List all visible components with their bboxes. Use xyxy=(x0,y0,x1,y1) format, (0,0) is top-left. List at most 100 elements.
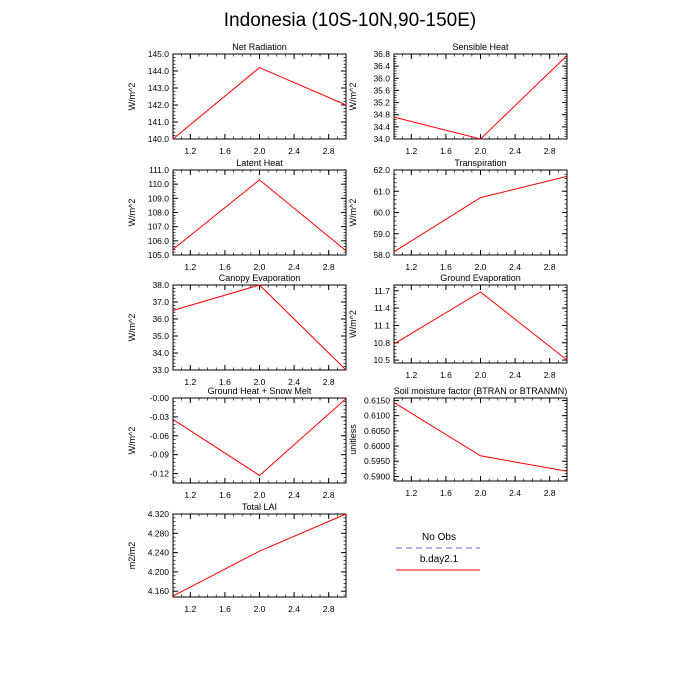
page-title: Indonesia (10S-10N,90-150E) xyxy=(223,10,477,31)
series-line-b-day2-1 xyxy=(172,398,347,477)
y-tick-label: 62.0 xyxy=(373,165,390,175)
plot-frame xyxy=(393,397,568,482)
y-tick-label: 110.0 xyxy=(148,179,169,189)
y-tick-label: 143.0 xyxy=(148,83,170,93)
y-tick-label: 35.6 xyxy=(373,85,390,95)
plot-frame xyxy=(172,53,347,140)
y-tick-label: 4.200 xyxy=(148,567,170,577)
x-tick-label: 2.8 xyxy=(544,262,556,272)
series-line-b-day2-1 xyxy=(172,284,347,371)
x-tick-label: 2.0 xyxy=(475,262,487,272)
y-tick-label: 141.0 xyxy=(148,117,170,127)
y-tick-label: 140.0 xyxy=(148,134,170,144)
x-tick-label: 2.4 xyxy=(288,262,300,272)
x-tick-label: 2.4 xyxy=(509,488,521,498)
series-line-b-day2-1 xyxy=(393,55,568,140)
plot-frame xyxy=(393,53,568,140)
x-tick-label: 2.8 xyxy=(323,490,335,500)
y-axis-label: W/m^2 xyxy=(127,314,137,342)
y-axis-label: W/m^2 xyxy=(127,199,137,227)
x-tick-label: 1.6 xyxy=(440,262,452,272)
y-tick-label: -0.00 xyxy=(150,393,170,403)
x-tick-label: 1.6 xyxy=(219,490,231,500)
y-tick-label: 35.2 xyxy=(373,98,390,108)
x-tick-label: 2.0 xyxy=(475,488,487,498)
y-tick-label: -0.03 xyxy=(150,412,170,422)
panel-title: Soil moisture factor (BTRAN or BTRANMN) xyxy=(394,386,568,396)
x-tick-label: 1.2 xyxy=(405,488,417,498)
legend: No Obs b.day2.1 xyxy=(394,530,484,580)
y-tick-label: 4.320 xyxy=(148,509,170,519)
y-axis-label: m2/m2 xyxy=(127,542,137,570)
panel-1: 1.2 1.6 2.0 2.4 2.8 140.0 141.0 142.0 143.0 144.0… xyxy=(127,42,347,156)
y-tick-label: -0.09 xyxy=(150,450,170,460)
x-tick-label: 1.2 xyxy=(184,377,196,387)
y-tick-label: 11.1 xyxy=(374,320,390,330)
y-tick-label: 105.0 xyxy=(148,250,170,260)
panel-title: Canopy Evaporation xyxy=(219,273,301,283)
panel-9: 1.2 1.6 2.0 2.4 2.8 4.160 4.200 4.240 4.280 4.320… xyxy=(127,502,347,614)
panel-title: Sensible Heat xyxy=(452,42,509,52)
x-tick-label: 1.2 xyxy=(184,146,196,156)
y-tick-label: 4.240 xyxy=(148,548,170,558)
panel-2: 1.2 1.6 2.0 2.4 2.8 34.0 34.4 34.8 35.2 35.6 36.0 3… xyxy=(348,42,568,156)
x-tick-label: 2.4 xyxy=(288,490,300,500)
y-tick-label: 11.7 xyxy=(374,286,390,296)
x-tick-label: 2.0 xyxy=(254,604,266,614)
y-tick-label: 4.160 xyxy=(148,586,170,596)
series-line-b-day2-1 xyxy=(393,402,568,472)
series-line-b-day2-1 xyxy=(393,175,568,253)
panel-title: Net Radiation xyxy=(232,42,287,52)
y-axis-label: W/m^2 xyxy=(348,199,358,227)
plot-frame xyxy=(172,513,347,598)
x-tick-label: 1.6 xyxy=(219,262,231,272)
panel-title: Transpiration xyxy=(454,158,506,168)
x-tick-label: 1.2 xyxy=(184,490,196,500)
x-tick-label: 1.2 xyxy=(184,262,196,272)
y-tick-label: 107.0 xyxy=(148,222,170,232)
x-tick-label: 1.6 xyxy=(219,604,231,614)
panel-4: 1.2 1.6 2.0 2.4 2.8 58.0 59.0 60.0 61.0 62.0 Trans… xyxy=(348,158,568,272)
y-tick-label: 145.0 xyxy=(148,49,170,59)
y-tick-label: 36.0 xyxy=(152,314,169,324)
y-tick-label: 11.4 xyxy=(374,303,390,313)
x-tick-label: 2.4 xyxy=(288,377,300,387)
y-tick-label: 37.0 xyxy=(152,297,169,307)
y-tick-label: 10.8 xyxy=(373,338,390,348)
y-tick-label: 60.0 xyxy=(373,208,390,218)
legend-label-no-obs: No Obs xyxy=(422,532,456,543)
x-tick-label: 2.0 xyxy=(254,490,266,500)
y-tick-label: 108.0 xyxy=(148,208,170,218)
x-tick-label: 2.8 xyxy=(544,370,556,380)
plot-frame xyxy=(172,284,347,371)
x-tick-label: 1.2 xyxy=(405,370,417,380)
x-tick-label: 1.6 xyxy=(440,370,452,380)
x-tick-label: 2.4 xyxy=(509,370,521,380)
x-tick-label: 2.8 xyxy=(544,488,556,498)
x-tick-label: 1.2 xyxy=(405,262,417,272)
y-tick-label: 0.6050 xyxy=(364,426,390,436)
y-tick-label: 34.0 xyxy=(373,134,390,144)
y-tick-label: 58.0 xyxy=(373,250,390,260)
y-tick-label: 111.0 xyxy=(149,165,169,175)
y-tick-label: 36.0 xyxy=(373,73,390,83)
y-axis-label: unitless xyxy=(348,424,358,455)
y-tick-label: 144.0 xyxy=(148,66,170,76)
y-tick-label: 0.6000 xyxy=(364,441,390,451)
series-line-b-day2-1 xyxy=(172,513,347,597)
y-tick-label: 34.8 xyxy=(373,110,390,120)
plot-frame xyxy=(172,397,347,484)
y-tick-label: 33.0 xyxy=(152,365,169,375)
x-tick-label: 2.4 xyxy=(288,146,300,156)
y-tick-label: 0.5900 xyxy=(364,471,390,481)
x-tick-label: 2.8 xyxy=(323,604,335,614)
x-tick-label: 2.4 xyxy=(509,146,521,156)
x-tick-label: 2.0 xyxy=(475,370,487,380)
x-tick-label: 1.2 xyxy=(184,604,196,614)
panel-title: Ground Heat + Snow Melt xyxy=(208,386,312,396)
y-tick-label: 59.0 xyxy=(373,229,390,239)
y-tick-label: 4.280 xyxy=(148,528,170,538)
y-tick-label: 0.5950 xyxy=(364,456,390,466)
x-tick-label: 1.6 xyxy=(219,146,231,156)
x-tick-label: 2.8 xyxy=(544,146,556,156)
